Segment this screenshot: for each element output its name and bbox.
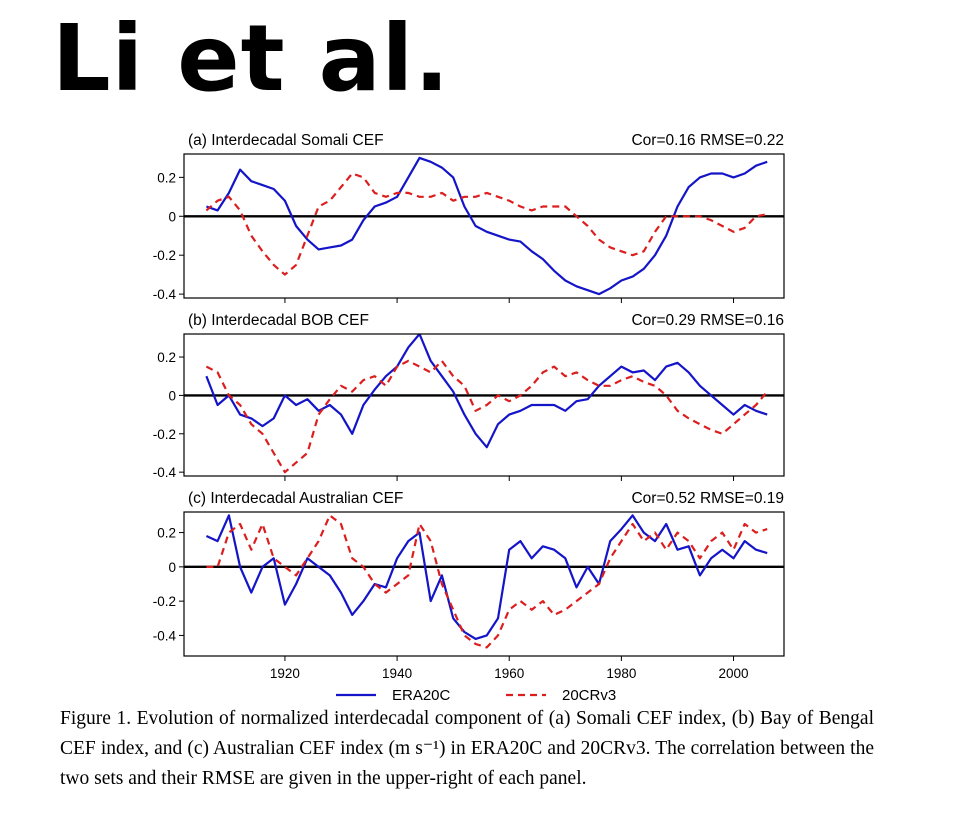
plot-frame: [183, 153, 785, 299]
series-line-20crv3: [205, 359, 769, 474]
legend: ERA20C 20CRv3: [336, 687, 616, 704]
y-tick-label: -0.4: [153, 628, 177, 643]
x-tick-label: 1960: [494, 666, 524, 681]
y-tick-label: 0: [168, 209, 176, 224]
y-tick-label: -0.2: [153, 427, 176, 442]
legend-label-era20c: ERA20C: [392, 687, 451, 704]
chart-panel-b: (b) Interdecadal BOB CEF Cor=0.29 RMSE=0.…: [153, 312, 785, 481]
figure-chart: (a) Interdecadal Somali CEF Cor=0.16 RMSE…: [153, 132, 785, 704]
chart-panel-c: (c) Interdecadal Australian CEF Cor=0.52 …: [153, 490, 785, 681]
series-line-20crv3: [206, 514, 768, 649]
panel-title: (c) Interdecadal Australian CEF: [188, 490, 403, 507]
y-tick-label: 0.2: [157, 526, 176, 541]
chart-panels: (a) Interdecadal Somali CEF Cor=0.16 RMSE…: [153, 132, 785, 681]
y-tick-label: -0.2: [153, 248, 176, 263]
y-tick-label: -0.2: [153, 594, 176, 609]
series-line-era20c: [205, 334, 768, 449]
panel-title: (b) Interdecadal BOB CEF: [188, 312, 369, 329]
header-title: Li et al.: [52, 5, 451, 112]
y-tick-label: -0.4: [153, 465, 177, 480]
panel-stats: Cor=0.29 RMSE=0.16: [631, 312, 784, 329]
series-line-20crv3: [205, 172, 768, 276]
y-tick-label: -0.4: [153, 287, 177, 302]
legend-label-20crv3: 20CRv3: [562, 687, 616, 704]
series-line-era20c: [206, 156, 768, 296]
plot-frame: [183, 511, 785, 657]
x-tick-label: 1920: [270, 666, 300, 681]
panel-stats: Cor=0.52 RMSE=0.19: [631, 490, 784, 507]
panel-stats: Cor=0.16 RMSE=0.22: [631, 132, 784, 149]
series-line-era20c: [205, 514, 768, 641]
plot-frame: [183, 333, 785, 477]
panel-title: (a) Interdecadal Somali CEF: [188, 132, 384, 149]
y-tick-label: 0: [168, 388, 176, 403]
y-tick-label: 0.2: [157, 350, 176, 365]
figure-caption: Figure 1. Evolution of normalized interd…: [60, 708, 874, 789]
chart-panel-a: (a) Interdecadal Somali CEF Cor=0.16 RMSE…: [153, 132, 785, 303]
x-tick-label: 1940: [382, 666, 412, 681]
y-tick-label: 0.2: [157, 170, 176, 185]
y-tick-label: 0: [168, 560, 176, 575]
x-tick-label: 2000: [719, 666, 749, 681]
x-tick-label: 1980: [606, 666, 636, 681]
